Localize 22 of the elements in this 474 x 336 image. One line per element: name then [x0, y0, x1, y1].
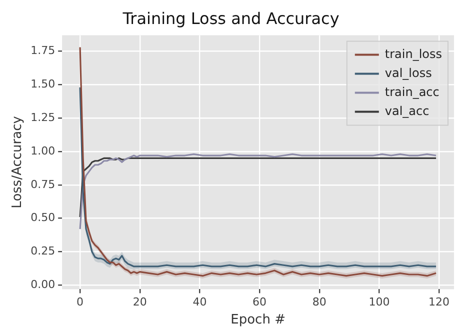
x-tick-label: 0 [76, 296, 84, 309]
legend-label: val_acc [384, 104, 430, 118]
x-tick-label: 80 [312, 296, 326, 309]
x-axis-title: Epoch # [230, 312, 286, 328]
x-tick-label: 60 [252, 296, 267, 309]
y-tick-label: 0.25 [30, 244, 56, 258]
x-tick-label: 20 [132, 296, 147, 309]
legend-label: val_loss [384, 66, 432, 80]
x-tick-label: 40 [192, 296, 207, 309]
y-tick-label: 0.50 [30, 211, 56, 224]
y-tick-label: 1.50 [30, 78, 56, 91]
chart-title: Training Loss and Accuracy [122, 8, 340, 28]
y-tick-label: 0.00 [30, 278, 56, 292]
y-tick-label: 1.00 [30, 144, 56, 158]
y-axis-title: Loss/Accuracy [10, 116, 26, 208]
x-tick-label: 120 [428, 296, 450, 309]
y-tick-label: 1.25 [30, 110, 56, 124]
y-tick-label: 1.75 [30, 44, 56, 58]
legend-label: train_acc [384, 84, 440, 99]
legend-label: train_loss [384, 46, 442, 61]
y-tick-label: 0.75 [30, 178, 56, 191]
x-tick-label: 100 [368, 296, 390, 309]
